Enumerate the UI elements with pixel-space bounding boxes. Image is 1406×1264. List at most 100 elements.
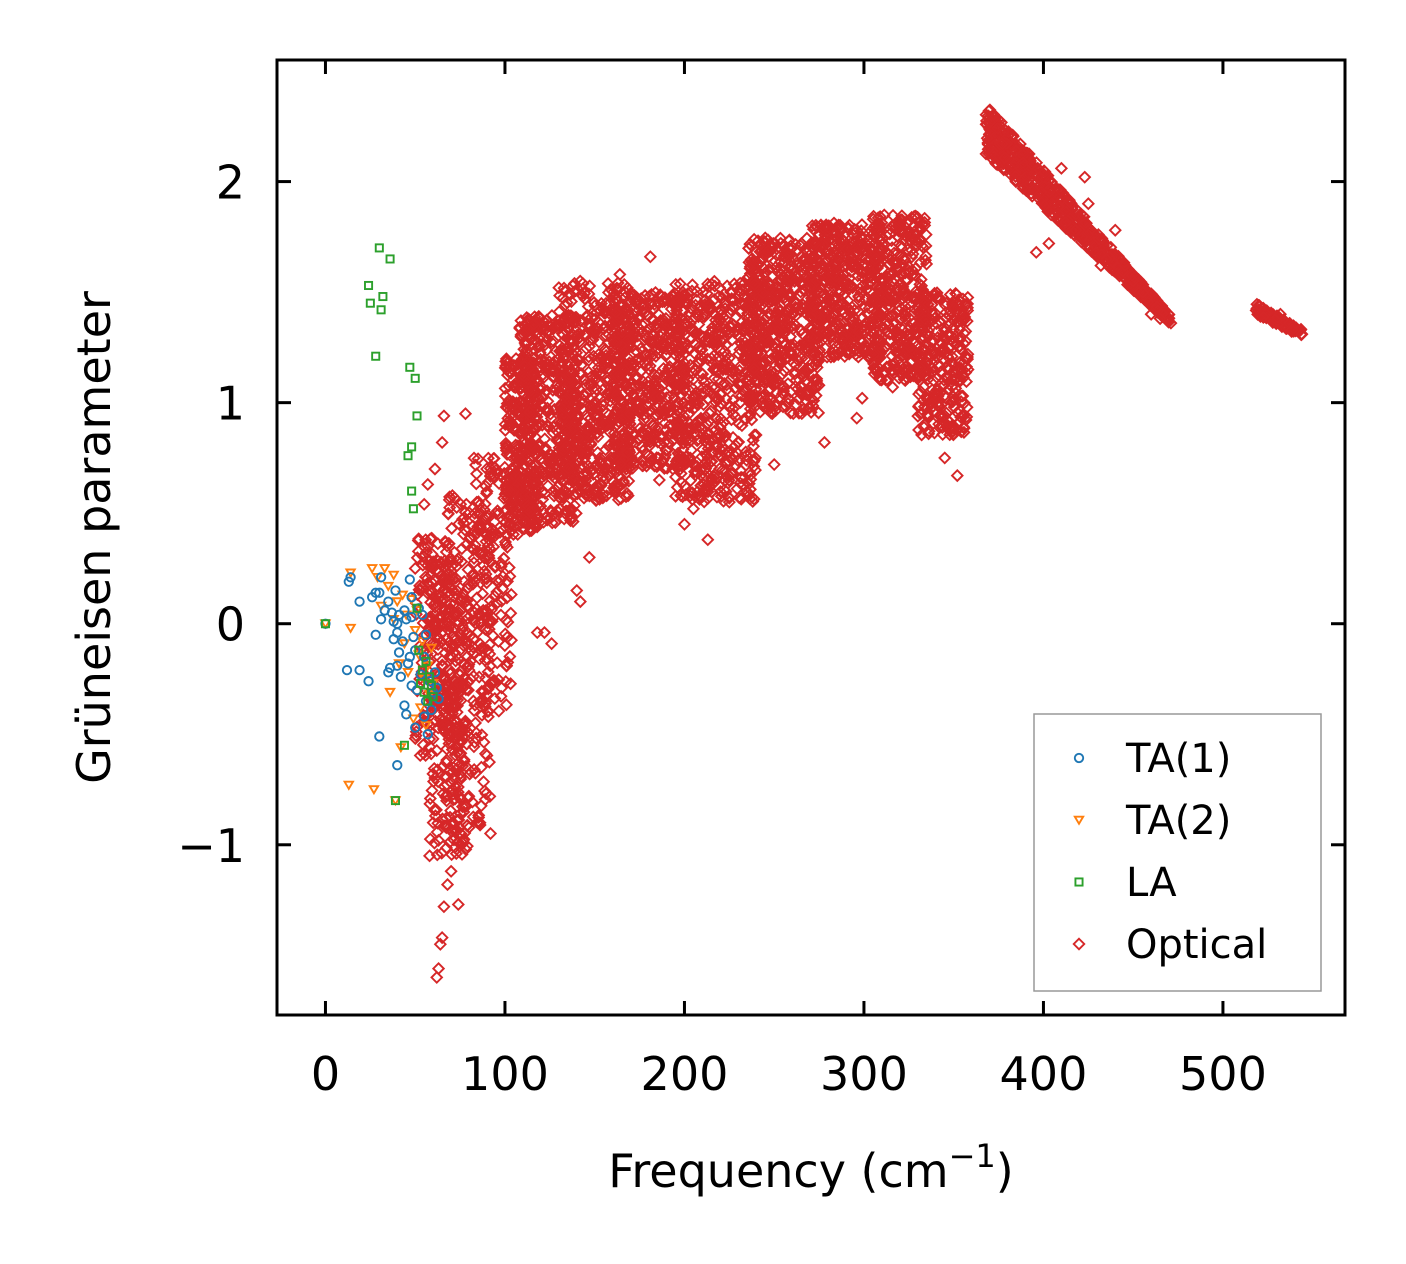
point-optical	[454, 497, 468, 511]
point-optical	[552, 313, 566, 328]
point-optical	[585, 404, 599, 418]
point-optical	[481, 451, 495, 465]
point-optical	[429, 563, 443, 577]
point-optical	[478, 792, 492, 807]
point-optical	[503, 569, 517, 583]
point-optical	[534, 499, 548, 513]
point-optical	[506, 379, 521, 394]
point-optical	[460, 649, 475, 664]
point-optical	[416, 738, 430, 752]
point-optical	[580, 434, 594, 449]
point-optical	[447, 645, 462, 660]
point-optical	[580, 318, 594, 333]
point-optical	[531, 391, 545, 405]
point-optical	[482, 551, 496, 565]
point-optical	[498, 381, 512, 395]
point-optical	[501, 439, 515, 454]
point-optical	[476, 558, 491, 573]
point-optical	[592, 347, 606, 362]
point-optical	[500, 528, 515, 542]
point-optical	[590, 483, 604, 497]
point-optical	[424, 747, 438, 761]
point-optical	[579, 341, 593, 356]
point-optical	[409, 729, 423, 743]
point-optical	[529, 372, 544, 386]
point-optical	[621, 489, 635, 503]
point-optical	[494, 689, 508, 703]
point-optical	[536, 492, 550, 507]
point-optical	[588, 395, 602, 409]
point-optical	[540, 401, 554, 415]
point-optical	[458, 799, 472, 813]
point-optical	[468, 506, 482, 520]
point-optical	[541, 394, 555, 408]
point-optical	[548, 483, 563, 497]
point-optical	[479, 534, 493, 549]
point-optical	[451, 687, 465, 701]
point-optical	[617, 277, 631, 292]
point-optical	[443, 619, 457, 633]
point-optical	[592, 490, 606, 504]
point-optical	[593, 451, 607, 465]
point-optical	[438, 725, 452, 740]
point-optical	[519, 515, 533, 529]
point-optical	[506, 519, 521, 534]
point-optical	[447, 621, 462, 635]
point-optical	[449, 559, 464, 573]
point-optical	[458, 614, 472, 628]
point-optical	[489, 526, 503, 541]
point-optical	[500, 368, 515, 382]
point-optical	[471, 519, 485, 534]
point-optical	[583, 319, 597, 333]
point-optical	[559, 424, 573, 438]
point-optical	[507, 358, 521, 372]
point-optical	[555, 327, 569, 341]
point-optical	[500, 447, 514, 461]
point-optical	[493, 573, 507, 587]
point-optical	[518, 347, 532, 362]
point-optical	[499, 538, 513, 552]
point-optical	[457, 510, 471, 525]
point-optical	[452, 813, 466, 827]
point-optical	[423, 635, 437, 650]
point-optical	[591, 430, 605, 444]
point-optical	[503, 649, 517, 664]
point-optical	[438, 646, 452, 660]
point-optical	[479, 479, 493, 493]
point-optical	[579, 465, 593, 479]
point-optical	[484, 599, 498, 613]
point-optical	[452, 767, 467, 782]
point-optical	[468, 716, 483, 730]
point-optical	[557, 452, 571, 466]
point-optical	[566, 399, 580, 413]
point-optical	[438, 554, 452, 568]
point-optical	[498, 473, 512, 488]
point-optical	[552, 357, 567, 371]
point-optical	[441, 678, 455, 692]
point-optical	[498, 423, 512, 437]
point-optical	[536, 515, 551, 529]
point-optical	[427, 761, 441, 776]
point-optical	[430, 743, 444, 758]
point-optical	[455, 542, 469, 556]
point-optical	[553, 453, 567, 467]
point-optical	[476, 775, 491, 789]
point-optical	[589, 409, 603, 423]
point-optical	[500, 591, 514, 605]
point-optical	[521, 499, 535, 513]
point-optical	[523, 405, 537, 419]
point-optical	[582, 350, 596, 364]
point-optical	[599, 296, 613, 311]
point-optical	[434, 608, 448, 622]
point-optical	[543, 462, 557, 476]
point-optical	[450, 584, 464, 598]
point-optical	[451, 785, 465, 799]
point-optical	[524, 487, 539, 502]
point-optical	[598, 443, 613, 457]
point-optical	[425, 576, 439, 590]
point-optical	[540, 343, 554, 357]
point-optical	[488, 691, 502, 706]
point-optical	[527, 367, 541, 381]
point-optical	[566, 347, 580, 362]
